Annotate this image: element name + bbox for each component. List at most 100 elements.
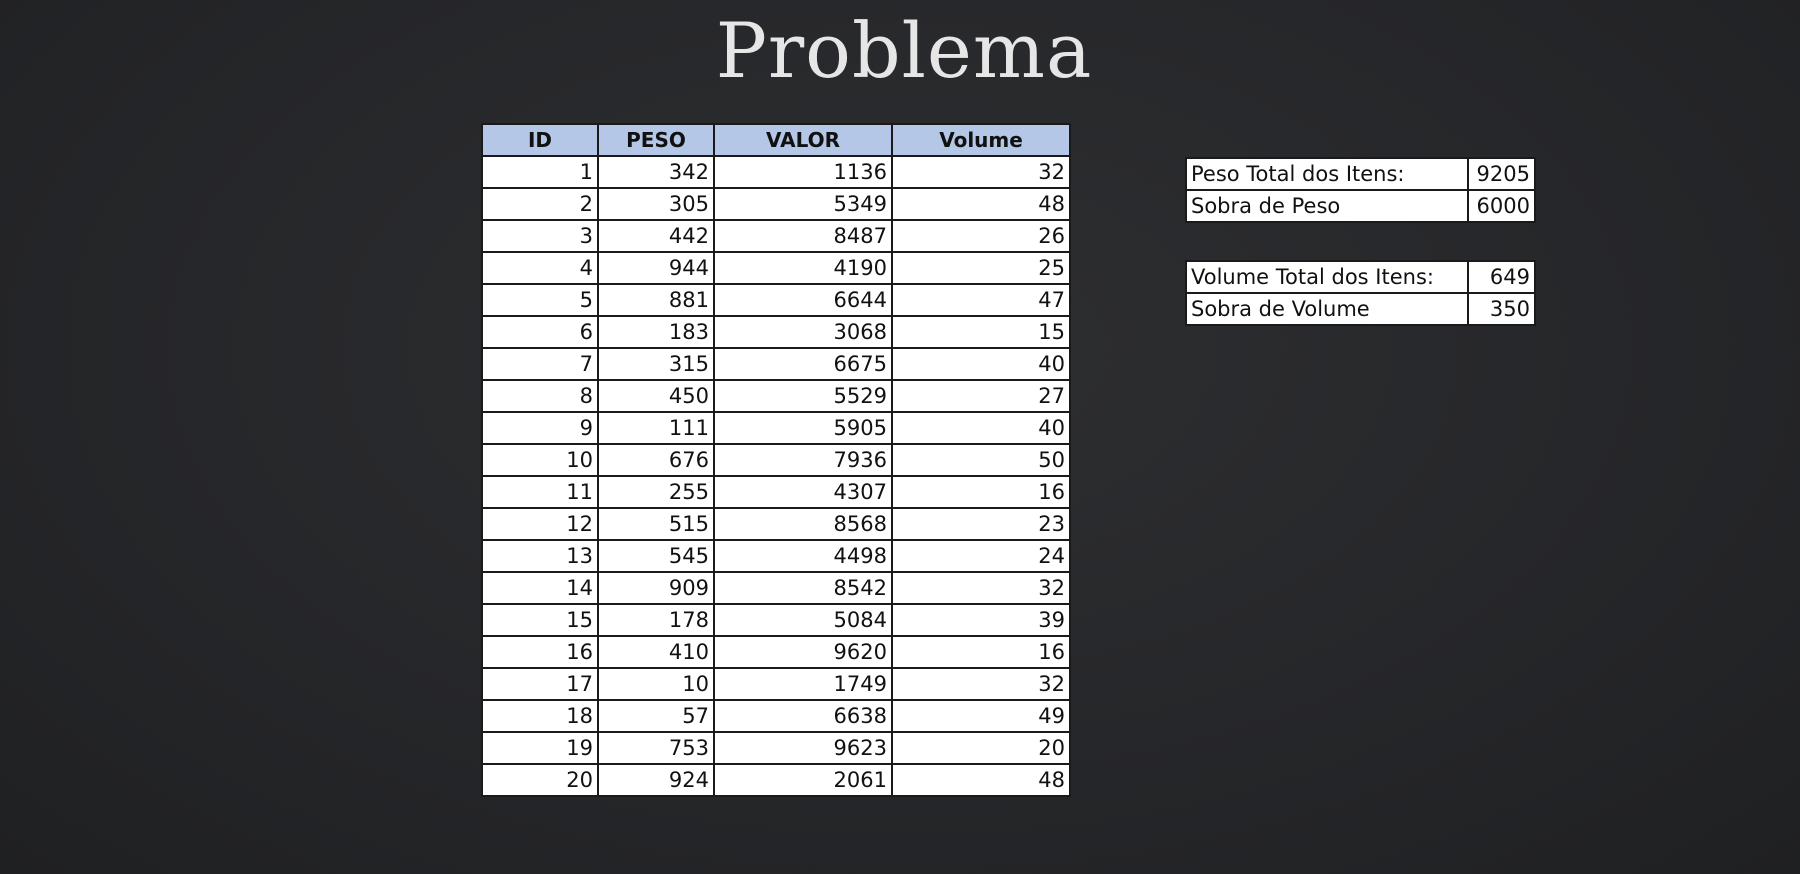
- cell-valor: 4190: [713, 251, 893, 285]
- cell-valor: 5529: [713, 379, 893, 413]
- table-row: 18 57 6638 49: [481, 699, 1071, 733]
- cell-peso: 111: [597, 411, 715, 445]
- table-row: 17 10 1749 32: [481, 667, 1071, 701]
- table-row: 11 255 4307 16: [481, 475, 1071, 509]
- table-row: 1 342 1136 32: [481, 155, 1071, 189]
- cell-peso: 305: [597, 187, 715, 221]
- sobra-peso-label: Sobra de Peso: [1185, 189, 1469, 223]
- cell-volume: 15: [891, 315, 1071, 349]
- table-row: 3 442 8487 26: [481, 219, 1071, 253]
- table-row: 10 676 7936 50: [481, 443, 1071, 477]
- table-row: 15 178 5084 39: [481, 603, 1071, 637]
- cell-valor: 3068: [713, 315, 893, 349]
- table-row: 12 515 8568 23: [481, 507, 1071, 541]
- cell-valor: 4498: [713, 539, 893, 573]
- cell-valor: 5349: [713, 187, 893, 221]
- cell-peso: 315: [597, 347, 715, 381]
- cell-peso: 944: [597, 251, 715, 285]
- table-row: 13 545 4498 24: [481, 539, 1071, 573]
- cell-id: 9: [481, 411, 599, 445]
- cell-valor: 4307: [713, 475, 893, 509]
- cell-peso: 183: [597, 315, 715, 349]
- header-valor: VALOR: [713, 123, 893, 157]
- cell-valor: 1136: [713, 155, 893, 189]
- slide-title: Problema: [715, 6, 1093, 95]
- cell-id: 18: [481, 699, 599, 733]
- cell-id: 20: [481, 763, 599, 797]
- table-row: 19 753 9623 20: [481, 731, 1071, 765]
- table-row: 9 111 5905 40: [481, 411, 1071, 445]
- table-row: 5 881 6644 47: [481, 283, 1071, 317]
- cell-volume: 26: [891, 219, 1071, 253]
- cell-volume: 24: [891, 539, 1071, 573]
- volume-total-value: 649: [1467, 260, 1536, 294]
- cell-peso: 515: [597, 507, 715, 541]
- cell-peso: 881: [597, 283, 715, 317]
- weight-summary-table: Peso Total dos Itens: 9205 Sobra de Peso…: [1185, 157, 1536, 223]
- peso-total-label: Peso Total dos Itens:: [1185, 157, 1469, 191]
- cell-volume: 32: [891, 667, 1071, 701]
- cell-volume: 16: [891, 475, 1071, 509]
- cell-valor: 6638: [713, 699, 893, 733]
- cell-valor: 9620: [713, 635, 893, 669]
- cell-peso: 178: [597, 603, 715, 637]
- cell-valor: 1749: [713, 667, 893, 701]
- cell-volume: 32: [891, 571, 1071, 605]
- table-row: 20 924 2061 48: [481, 763, 1071, 797]
- cell-valor: 7936: [713, 443, 893, 477]
- cell-peso: 909: [597, 571, 715, 605]
- cell-volume: 16: [891, 635, 1071, 669]
- sobra-volume-label: Sobra de Volume: [1185, 292, 1469, 326]
- cell-id: 4: [481, 251, 599, 285]
- summary-row-sobra-volume: Sobra de Volume 350: [1185, 292, 1536, 326]
- sobra-volume-value: 350: [1467, 292, 1536, 326]
- cell-id: 15: [481, 603, 599, 637]
- cell-peso: 676: [597, 443, 715, 477]
- cell-id: 5: [481, 283, 599, 317]
- cell-peso: 545: [597, 539, 715, 573]
- cell-volume: 40: [891, 411, 1071, 445]
- cell-peso: 342: [597, 155, 715, 189]
- cell-volume: 49: [891, 699, 1071, 733]
- table-row: 7 315 6675 40: [481, 347, 1071, 381]
- header-peso: PESO: [597, 123, 715, 157]
- peso-total-value: 9205: [1467, 157, 1536, 191]
- cell-id: 2: [481, 187, 599, 221]
- cell-peso: 255: [597, 475, 715, 509]
- cell-volume: 20: [891, 731, 1071, 765]
- cell-peso: 450: [597, 379, 715, 413]
- cell-peso: 57: [597, 699, 715, 733]
- volume-total-label: Volume Total dos Itens:: [1185, 260, 1469, 294]
- sobra-peso-value: 6000: [1467, 189, 1536, 223]
- cell-id: 11: [481, 475, 599, 509]
- cell-volume: 25: [891, 251, 1071, 285]
- cell-id: 6: [481, 315, 599, 349]
- cell-valor: 5905: [713, 411, 893, 445]
- cell-volume: 40: [891, 347, 1071, 381]
- cell-valor: 8542: [713, 571, 893, 605]
- table-row: 4 944 4190 25: [481, 251, 1071, 285]
- cell-volume: 32: [891, 155, 1071, 189]
- items-table: ID PESO VALOR Volume 1 342 1136 32 2 305 5349 4…: [481, 123, 1071, 797]
- cell-id: 16: [481, 635, 599, 669]
- cell-valor: 5084: [713, 603, 893, 637]
- table-row: 2 305 5349 48: [481, 187, 1071, 221]
- table-row: 6 183 3068 15: [481, 315, 1071, 349]
- table-row: 8 450 5529 27: [481, 379, 1071, 413]
- cell-volume: 23: [891, 507, 1071, 541]
- cell-volume: 27: [891, 379, 1071, 413]
- cell-volume: 48: [891, 763, 1071, 797]
- header-volume: Volume: [891, 123, 1071, 157]
- summary-row-volume-total: Volume Total dos Itens: 649: [1185, 260, 1536, 294]
- cell-volume: 39: [891, 603, 1071, 637]
- cell-volume: 48: [891, 187, 1071, 221]
- cell-valor: 8568: [713, 507, 893, 541]
- cell-id: 10: [481, 443, 599, 477]
- cell-peso: 753: [597, 731, 715, 765]
- cell-id: 19: [481, 731, 599, 765]
- cell-valor: 8487: [713, 219, 893, 253]
- cell-peso: 442: [597, 219, 715, 253]
- cell-id: 17: [481, 667, 599, 701]
- cell-id: 12: [481, 507, 599, 541]
- cell-id: 1: [481, 155, 599, 189]
